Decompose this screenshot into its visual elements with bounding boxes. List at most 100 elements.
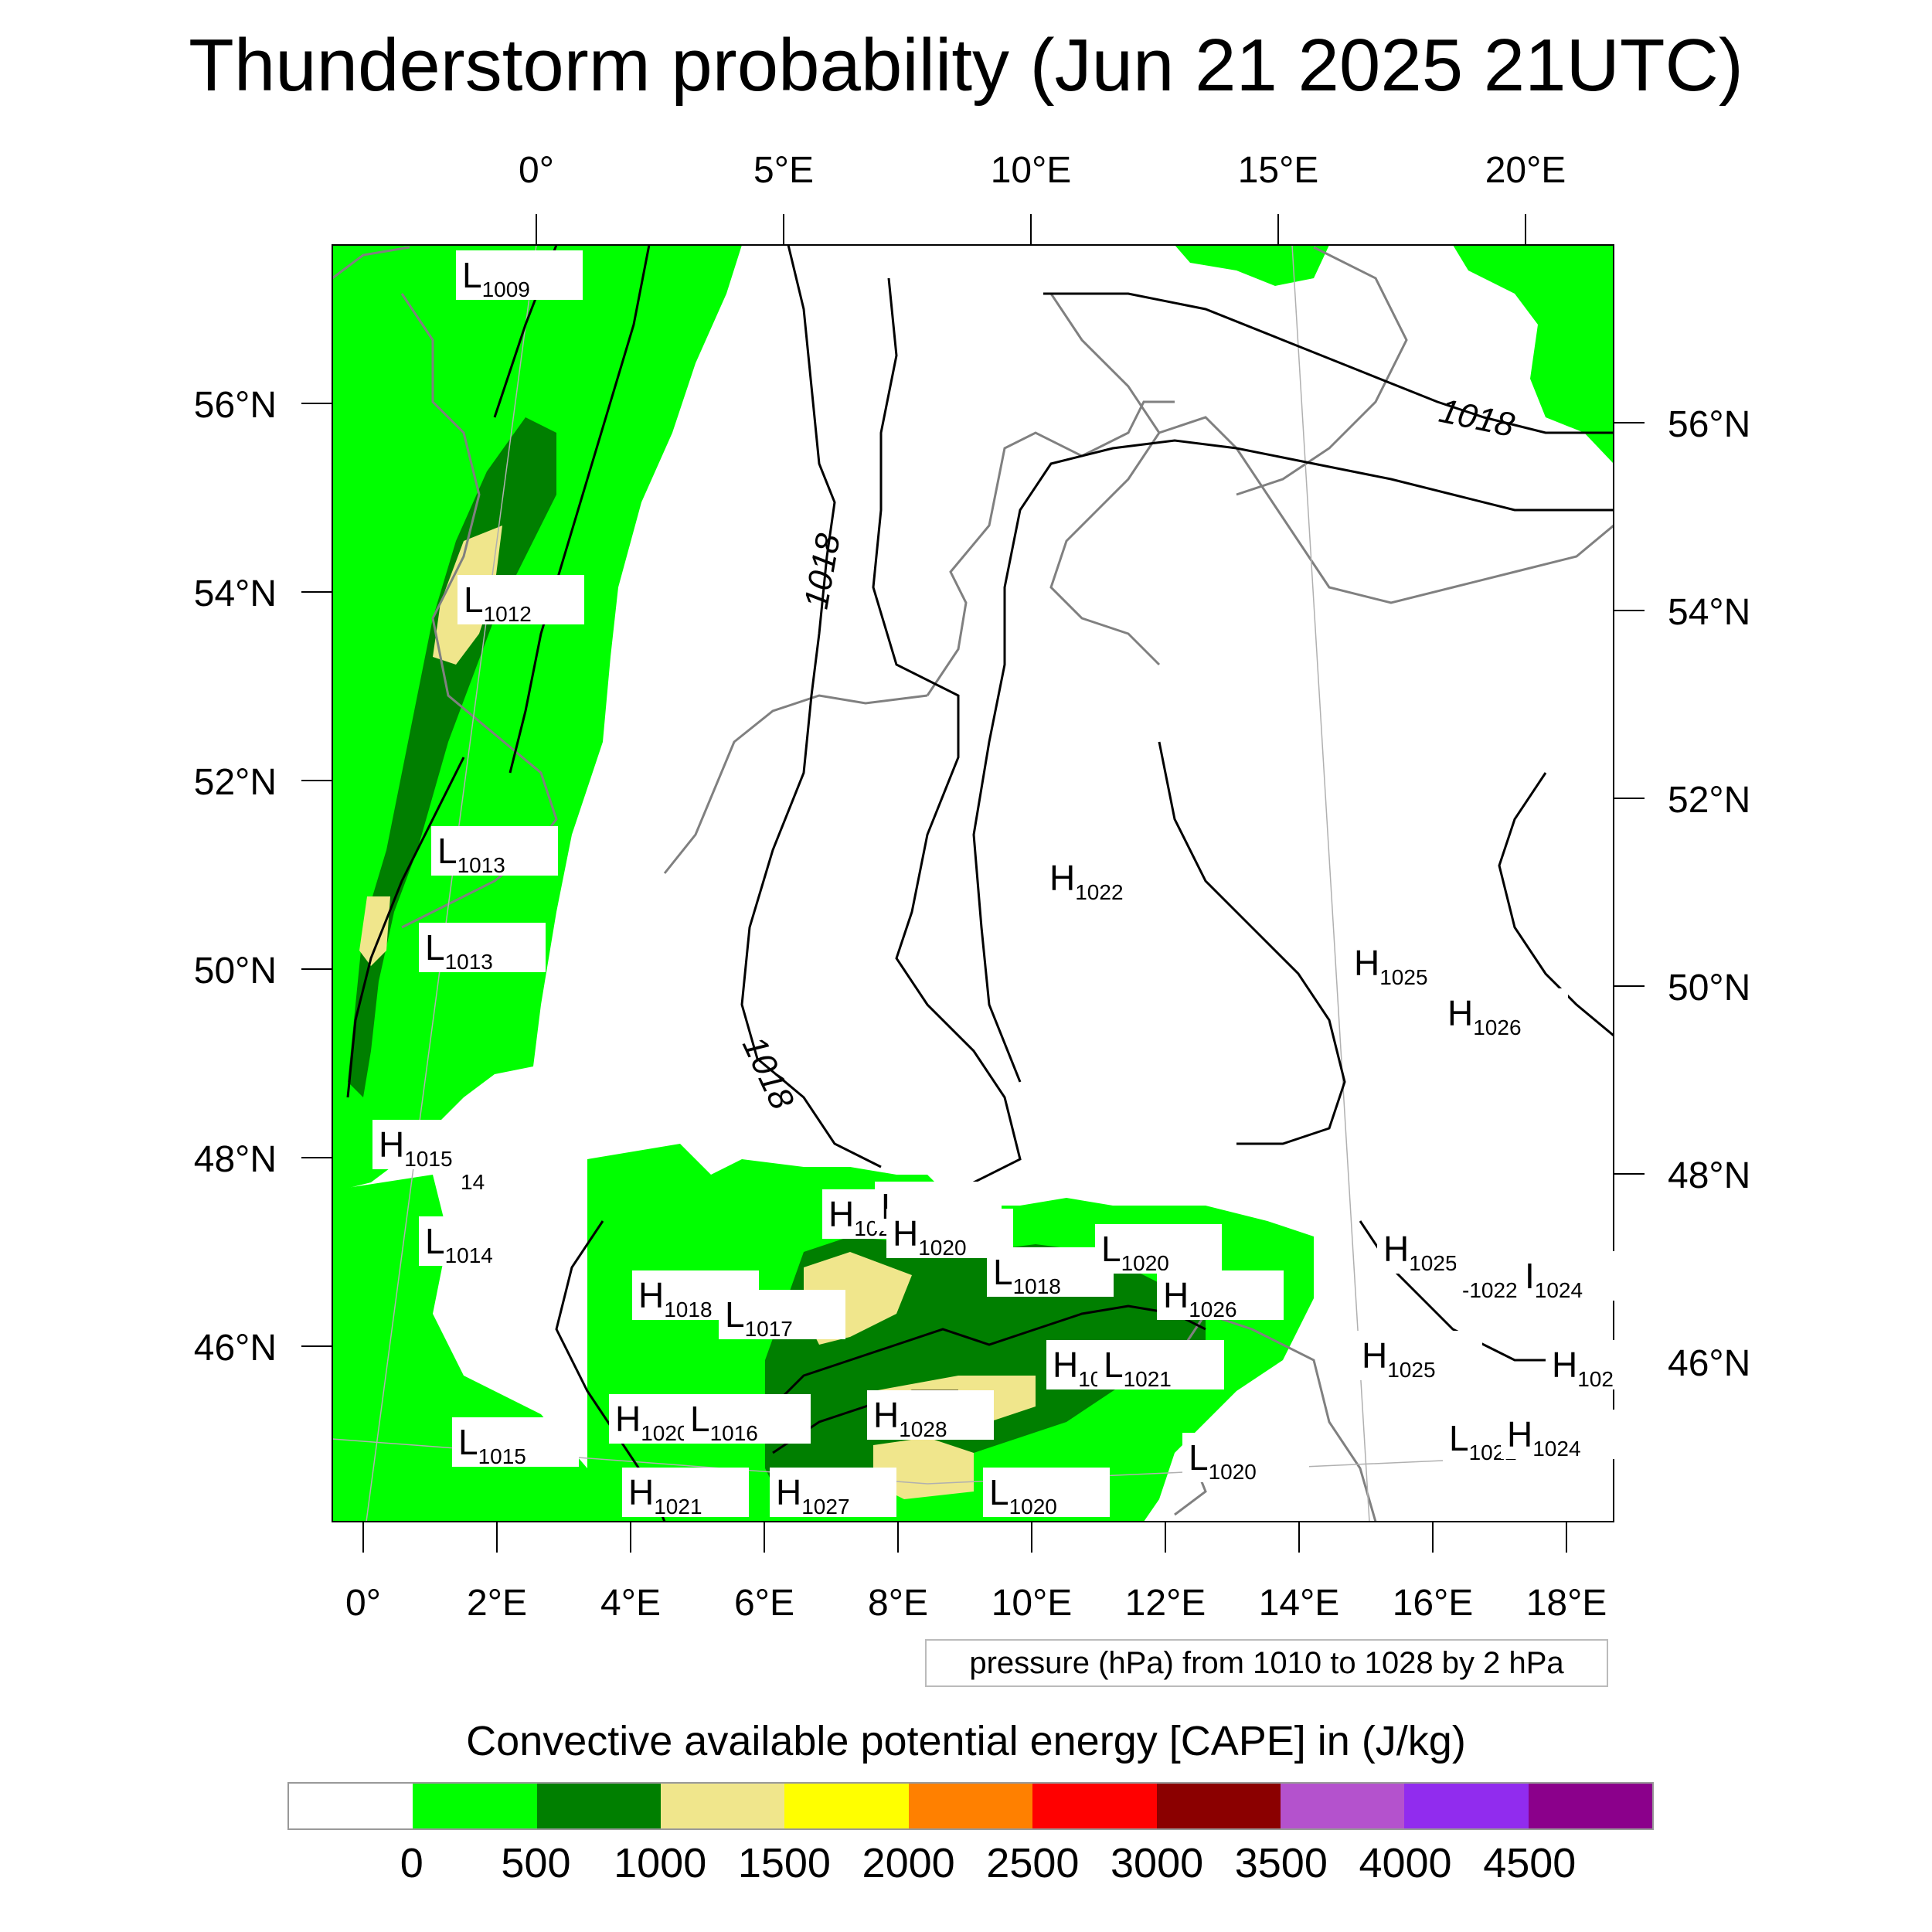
colorbar-swatch bbox=[1528, 1784, 1652, 1828]
colorbar-tick-label: 2500 bbox=[986, 1840, 1080, 1886]
pressure-center-value: 1025 bbox=[1409, 1251, 1457, 1275]
pressure-center-letter: L bbox=[993, 1252, 1013, 1292]
top-lon-labels: 0° 5°E 10°E 15°E 20°E bbox=[519, 150, 1566, 191]
pressure-center: H1022 bbox=[1043, 853, 1170, 904]
left-lat-labels: 56°N 54°N 52°N 50°N 48°N 46°N bbox=[194, 385, 277, 1369]
pressure-center-letter: H bbox=[1053, 1345, 1078, 1385]
pressure-center: L1020 bbox=[983, 1468, 1110, 1519]
left-lat-label: 52°N bbox=[194, 762, 277, 803]
pressure-center-value: 1013 bbox=[445, 950, 493, 974]
pressure-center-letter: H bbox=[615, 1399, 641, 1439]
pressure-center-label: H1015 bbox=[379, 1124, 453, 1171]
colorbar-tick-label: 3500 bbox=[1234, 1840, 1328, 1886]
pressure-center-value: 1016 bbox=[710, 1421, 758, 1445]
bottom-lon-label: 2°E bbox=[467, 1583, 527, 1624]
right-lat-label: 56°N bbox=[1668, 404, 1750, 445]
pressure-center-letter: H bbox=[638, 1275, 664, 1315]
colorbar-swatch bbox=[536, 1784, 662, 1828]
pressure-center-letter: H bbox=[1049, 858, 1075, 898]
map-title: Thunderstorm probability (Jun 21 2025 21… bbox=[189, 24, 1743, 107]
pressure-center: L1012 bbox=[457, 575, 584, 626]
colorbar-tick-label: 2000 bbox=[862, 1840, 955, 1886]
pressure-center-letter: I bbox=[1525, 1256, 1535, 1296]
pressure-center-value: 1026 bbox=[1473, 1015, 1521, 1039]
colorbar-tick-label: 500 bbox=[501, 1840, 571, 1886]
top-lon-label: 10°E bbox=[991, 150, 1072, 191]
pressure-center-letter: L bbox=[690, 1399, 710, 1439]
pressure-center-value: 1021 bbox=[1124, 1367, 1172, 1391]
bottom-lon-label: 12°E bbox=[1125, 1583, 1206, 1624]
pressure-center-letter: H bbox=[1447, 993, 1473, 1033]
pressure-center-label: L1020 bbox=[989, 1472, 1057, 1519]
left-lat-label: 54°N bbox=[194, 573, 277, 614]
pressure-center-value: 102 bbox=[1577, 1367, 1614, 1391]
pressure-center-letter: L bbox=[989, 1472, 1009, 1512]
pressure-center-label: H1026 bbox=[1163, 1275, 1237, 1321]
pressure-center-letter: L bbox=[437, 831, 457, 871]
colorbar-swatch bbox=[908, 1784, 1033, 1828]
pressure-center-letter: L bbox=[462, 255, 482, 295]
pressure-center-letter: L bbox=[458, 1422, 478, 1462]
pressure-center-label: H1025 bbox=[1354, 943, 1428, 989]
cape-area-south-khaki-3 bbox=[873, 1437, 974, 1499]
colorbar-swatch bbox=[289, 1784, 413, 1828]
colorbar-swatch bbox=[1280, 1784, 1405, 1828]
pressure-center-letter: H bbox=[1362, 1335, 1387, 1376]
colorbar-tick-label: 1000 bbox=[614, 1840, 707, 1886]
pressure-center: L1020 bbox=[1182, 1433, 1309, 1484]
pressure-center-label: H1020 bbox=[893, 1213, 967, 1260]
pressure-center-value: 1024 bbox=[1532, 1437, 1580, 1461]
colorbar-swatch bbox=[1404, 1784, 1529, 1828]
pressure-center: L1016 bbox=[684, 1394, 811, 1445]
pressure-center-value: 1020 bbox=[1209, 1460, 1257, 1484]
pressure-center: L1014 bbox=[419, 1216, 546, 1267]
map-frame bbox=[332, 244, 1614, 1522]
pressure-center-value: 1012 bbox=[484, 602, 532, 626]
pressure-center: L1020 bbox=[1095, 1224, 1222, 1275]
bottom-lon-label: 16°E bbox=[1393, 1583, 1474, 1624]
pressure-center-letter: H bbox=[1354, 943, 1379, 983]
pressure-center-value: 1018 bbox=[1013, 1274, 1061, 1298]
right-lat-label: 46°N bbox=[1668, 1343, 1750, 1384]
colorbar-tick-label: 3000 bbox=[1111, 1840, 1204, 1886]
pressure-center-label: H1028 bbox=[873, 1395, 947, 1441]
map-area bbox=[332, 245, 1614, 1522]
pressure-center-value: -1022 bbox=[1462, 1278, 1518, 1302]
bottom-lon-label: 14°E bbox=[1259, 1583, 1340, 1624]
pressure-center-label: L1014 bbox=[425, 1221, 493, 1267]
pressure-center-value: 1021 bbox=[654, 1495, 702, 1519]
top-ticks bbox=[301, 214, 1645, 1553]
pressure-center-label: L1013 bbox=[437, 831, 505, 877]
bottom-lon-label: 6°E bbox=[734, 1583, 794, 1624]
pressure-center-letter: H bbox=[873, 1395, 899, 1435]
colorbar-swatch bbox=[1032, 1784, 1157, 1828]
pressure-center-letter: H bbox=[379, 1124, 404, 1165]
pressure-center-label: H102 bbox=[1552, 1345, 1614, 1391]
pressure-center-value: 1028 bbox=[899, 1417, 947, 1441]
pressure-center: 14 bbox=[454, 1143, 519, 1194]
left-lat-label: 50°N bbox=[194, 951, 277, 992]
pressure-center: L1021 bbox=[1097, 1340, 1224, 1391]
pressure-center-label: L1020 bbox=[1189, 1437, 1257, 1484]
colorbar-swatch bbox=[661, 1784, 785, 1828]
pressure-center: H1025 bbox=[1355, 1331, 1482, 1382]
pressure-center-letter: H bbox=[776, 1472, 801, 1512]
colorbar bbox=[287, 1782, 1654, 1830]
pressure-center-value: 1027 bbox=[801, 1495, 849, 1519]
pressure-center-value: 1015 bbox=[404, 1147, 452, 1171]
pressure-center-value: 1020 bbox=[641, 1421, 689, 1445]
pressure-center-letter: H bbox=[1383, 1229, 1409, 1269]
colorbar-swatch bbox=[413, 1784, 537, 1828]
pressure-center-label: L1013 bbox=[425, 927, 493, 974]
pressure-center: H1028 bbox=[867, 1390, 994, 1441]
pressure-center-label: H1025 bbox=[1362, 1335, 1436, 1382]
pressure-center: L1015 bbox=[452, 1417, 579, 1468]
pressure-center-label: H1022 bbox=[1049, 858, 1124, 904]
pressure-center-label: L1012 bbox=[464, 580, 532, 626]
pressure-center-value: 1024 bbox=[1535, 1278, 1583, 1302]
pressure-center-value: 1026 bbox=[1189, 1298, 1236, 1321]
bottom-lon-label: 4°E bbox=[600, 1583, 661, 1624]
pressure-center-value: 1015 bbox=[478, 1444, 526, 1468]
pressure-center-value: 1020 bbox=[1009, 1495, 1057, 1519]
